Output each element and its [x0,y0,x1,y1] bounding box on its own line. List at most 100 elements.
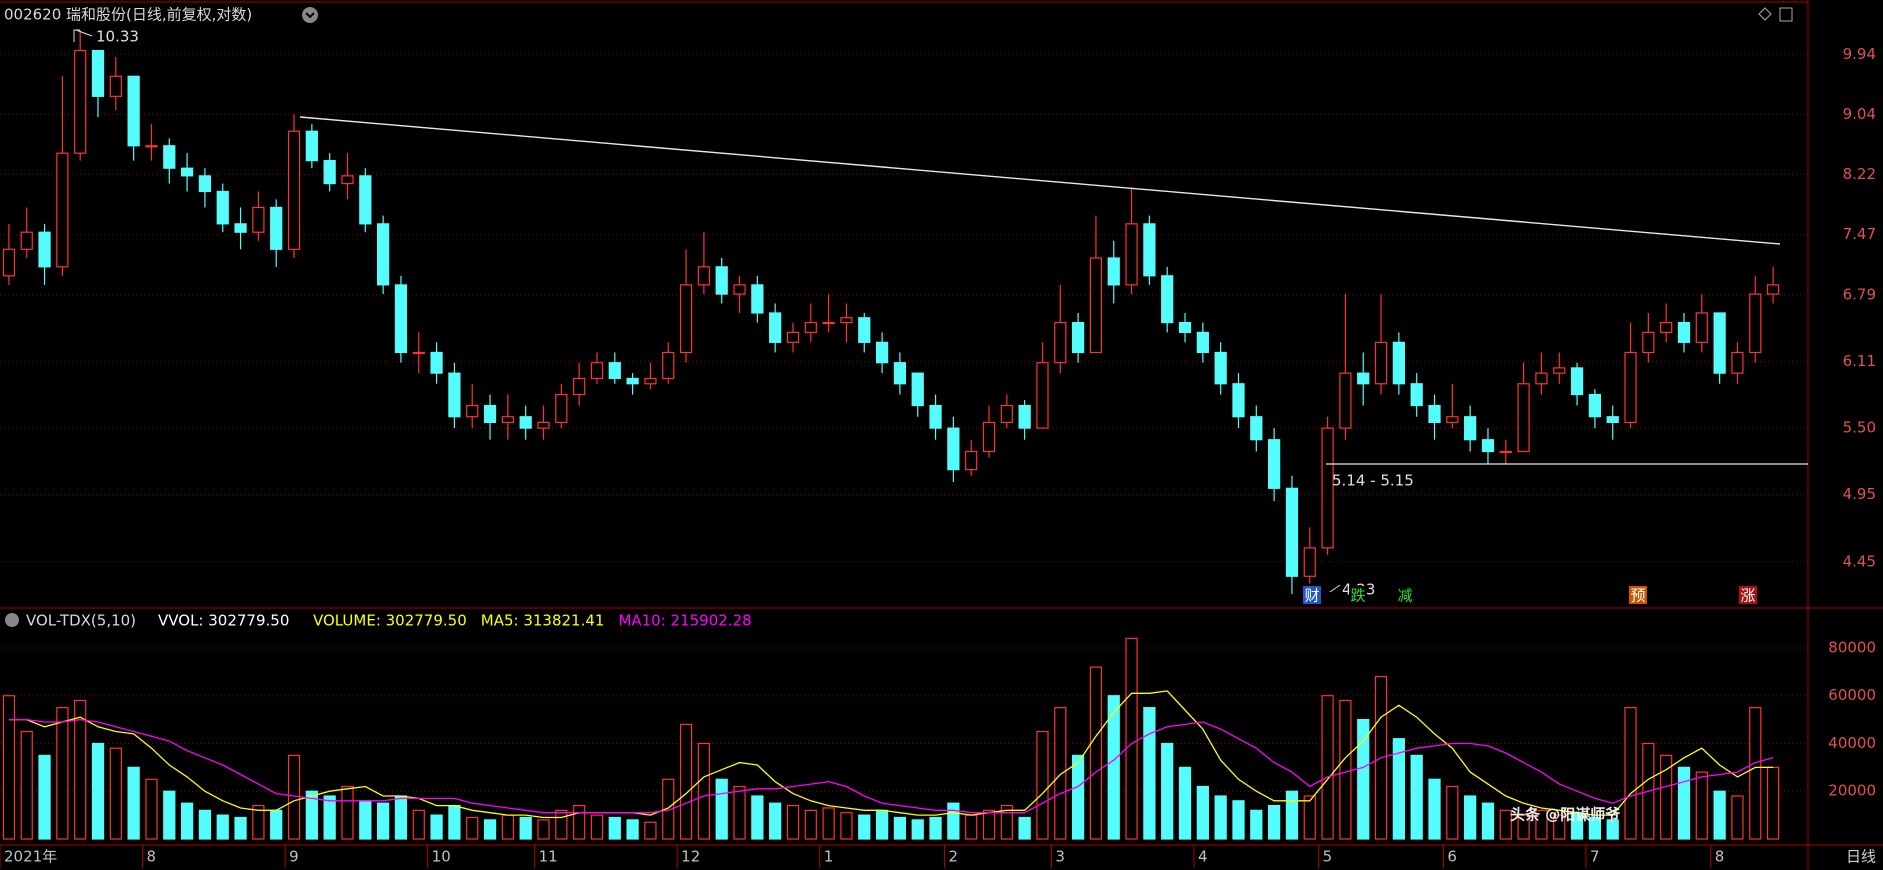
x-tick-label: 6 [1447,848,1457,866]
candle-body [644,377,657,385]
volume-bar [1285,790,1299,840]
legend-entry: MA10: 215902.28 [618,612,751,630]
window-icon[interactable] [1779,7,1793,22]
x-tick-label: 8 [147,848,157,866]
candle-body [1214,351,1227,385]
candle-body [1446,416,1459,423]
menu-icon[interactable] [5,613,19,627]
candle-body [751,284,764,314]
volume-bar [1143,707,1156,840]
chart-title: 002620 瑞和股份(日线,前复权,对数) [4,6,252,24]
volume-bar [733,785,746,840]
x-tick-label: 9 [289,848,299,866]
candle-body [965,450,978,471]
candle-body [537,421,550,429]
volume-bar [1018,816,1031,840]
volume-bar [1624,707,1637,840]
volume-bar [1250,809,1263,840]
volume-bar [56,707,69,840]
candle-body [1000,404,1013,423]
legend-entry: VOLUME: 302779.50 [313,612,467,630]
volume-bar [109,747,122,840]
volume-bar [1321,695,1334,840]
y-tick-label: 8.22 [1843,165,1876,183]
candle-body [1535,372,1548,385]
annotation-hook [1329,584,1341,593]
volume-bar [929,816,942,840]
volume-bar [1660,754,1673,840]
candle-body [430,351,443,374]
candle-body [412,351,425,355]
legend-entry: MA5: 313821.41 [481,612,605,630]
volume-bar [875,809,889,840]
y-tick-label: 7.47 [1843,225,1876,243]
candle-body [1517,383,1530,453]
x-tick-label: 11 [539,848,558,866]
volume-bar [822,807,835,840]
volume-bar [1000,804,1013,840]
volume-bar [1606,819,1619,840]
candle-body [394,284,408,354]
candle-body [1071,321,1085,354]
candle-body [519,416,532,429]
candle-body [501,416,514,423]
candle-body [1570,367,1584,396]
candle-body [679,284,693,354]
candle-body [626,377,639,385]
candle-body [466,404,479,418]
volume-bar [679,723,693,840]
volume-bar [341,785,354,840]
candle-body [804,321,817,333]
annotation-hook [73,29,93,42]
volume-bar [1553,814,1566,840]
candle-body [1107,257,1120,286]
volume-bar [1036,730,1049,840]
candle-body [733,284,746,295]
candle-body [234,223,247,233]
menu-icon[interactable] [302,7,318,23]
candle-body [180,167,194,177]
candle-body [1268,439,1281,489]
candle-body [359,175,372,225]
candle-body [20,231,33,250]
candle-body [769,312,782,343]
volume-bar [573,804,586,840]
event-badge [1396,586,1414,604]
volume-bar [840,812,853,840]
candle-body [270,206,283,250]
volume-bar [1107,695,1120,840]
event-label: 涨 [1740,587,1755,605]
candle-body [608,362,621,380]
candle-body [840,317,853,324]
candle-body [1161,275,1174,324]
volume-bar [91,742,105,840]
volume-bar [1481,802,1495,840]
volume-bar [287,754,301,840]
volume-bar [1089,666,1103,840]
volume-bar [1446,785,1459,840]
volume-bar [947,802,960,840]
candle-body [1606,416,1619,423]
volume-bar [537,819,550,840]
volume-bar [377,802,390,840]
candle-body [1677,321,1691,343]
x-tick-label: 2 [948,848,958,866]
window-icon[interactable] [1758,7,1772,21]
volume-bar [1161,742,1174,840]
candle-body [1036,362,1049,429]
y-tick-label: 80000 [1828,638,1876,656]
candle-body [1499,450,1512,454]
candle-body [1731,351,1744,374]
candle-body [145,145,158,148]
volume-bar [127,766,140,840]
candle-body [341,175,354,185]
volume-bar [1766,766,1780,840]
y-tick-label: 40000 [1828,734,1876,752]
candle-body [323,160,336,185]
y-tick-label: 4.45 [1843,552,1876,570]
candle-body [1464,416,1477,441]
volume-bar [430,814,443,840]
trend-line [299,116,1781,245]
